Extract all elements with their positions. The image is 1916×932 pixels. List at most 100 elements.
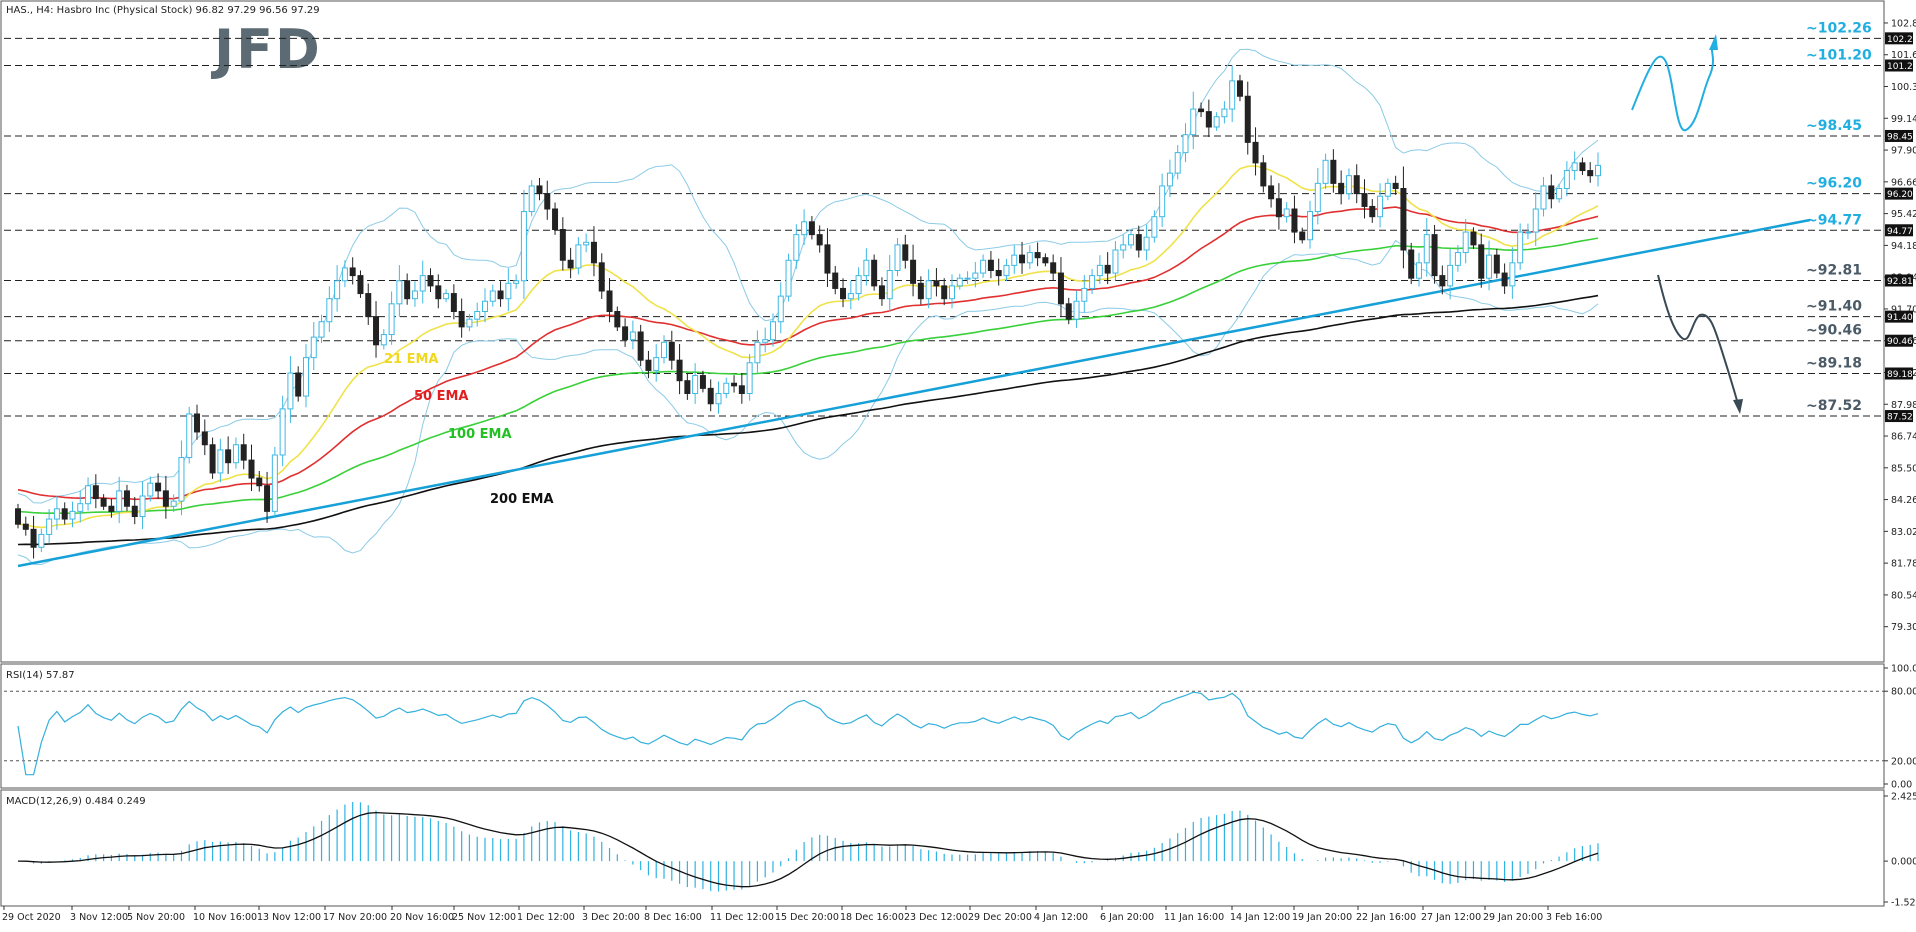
candle-body	[793, 234, 800, 261]
candle-body	[1431, 234, 1438, 277]
candle-body	[933, 280, 940, 287]
candle-body	[1338, 182, 1345, 195]
time-tick-label: 5 Nov 20:00	[127, 912, 185, 923]
candle-body	[1556, 188, 1563, 200]
candle-body	[1345, 175, 1352, 195]
candle-body	[808, 221, 815, 236]
candle-body	[15, 508, 21, 525]
candle-body	[863, 259, 870, 277]
instrument-header: HAS., H4: Hasbro Inc (Physical Stock) 96…	[6, 5, 320, 16]
candle-body	[567, 259, 574, 269]
candle-body	[1026, 252, 1033, 264]
candle-body	[1260, 162, 1267, 187]
candle-body	[404, 280, 411, 300]
candle-body	[1120, 244, 1127, 251]
level-price-tag	[1885, 274, 1913, 287]
candle-body	[1579, 162, 1586, 172]
candle-body	[1501, 272, 1508, 287]
candle-body	[1587, 170, 1594, 177]
macd-tick-label: 2.425	[1891, 792, 1916, 803]
candle-body	[310, 336, 317, 359]
level-price-tag	[1885, 129, 1913, 142]
candle-body	[186, 413, 193, 459]
candle-body	[925, 280, 932, 300]
candle-body	[380, 334, 387, 346]
ema21-line	[17, 165, 1599, 529]
level-price-tag	[1885, 410, 1913, 423]
time-tick-label: 11 Jan 16:00	[1164, 912, 1224, 923]
candle-body	[1143, 236, 1150, 251]
price-tick-label: 86.74	[1891, 432, 1916, 443]
candle-body	[1073, 300, 1080, 320]
candle-body	[264, 485, 271, 512]
price-tick-label: 101.62	[1891, 50, 1916, 61]
candle-body	[1198, 108, 1205, 113]
candle-body	[1050, 262, 1057, 274]
candle-body	[69, 510, 76, 520]
price-tick-label: 83.02	[1891, 527, 1916, 538]
macd-title: MACD(12,26,9) 0.484 0.249	[6, 796, 146, 807]
candle-body	[1548, 185, 1555, 200]
candle-body	[1003, 264, 1010, 277]
candle-body	[1408, 249, 1415, 279]
candle-body	[1470, 231, 1477, 246]
candle-body	[513, 280, 520, 284]
candle-body	[769, 321, 776, 341]
time-tick-label: 29 Oct 2020	[2, 912, 61, 923]
candle-body	[1182, 134, 1189, 154]
candle-body	[1057, 272, 1064, 305]
candle-body	[419, 275, 426, 292]
candle-body	[590, 241, 597, 264]
candle-body	[668, 341, 675, 361]
bearish-arrowhead	[1733, 399, 1743, 414]
candle-body	[217, 449, 224, 474]
candle-body	[941, 285, 948, 300]
price-tick-label: 85.50	[1891, 463, 1916, 474]
level-label: ~90.46	[1806, 323, 1862, 339]
candle-body	[995, 270, 1002, 277]
level-price-tag-text: 94.77	[1887, 227, 1913, 237]
level-price-tag-text: 89.18	[1887, 370, 1913, 380]
time-tick-label: 29 Jan 20:00	[1483, 912, 1543, 923]
rsi-title: RSI(14) 57.87	[6, 670, 75, 681]
candle-body	[388, 303, 395, 336]
bearish-scenario-path	[1657, 274, 1743, 414]
candle-body	[1229, 80, 1236, 110]
level-price-tag-text: 96.20	[1887, 190, 1913, 200]
time-tick-label: 13 Nov 12:00	[257, 912, 321, 923]
candle-body	[1509, 262, 1516, 287]
candle-body	[1486, 254, 1493, 279]
candle-body	[1423, 234, 1430, 264]
time-tick-label: 3 Nov 12:00	[70, 912, 128, 923]
level-label: ~89.18	[1806, 356, 1862, 372]
bullish-path	[1631, 47, 1715, 132]
level-price-tag-text: 90.46	[1887, 337, 1913, 347]
rsi-pane-frame	[0, 663, 1885, 789]
level-label: ~94.77	[1806, 212, 1862, 228]
candle-body	[365, 293, 372, 318]
candle-body	[435, 285, 442, 300]
level-price-tag-text: 101.20	[1887, 62, 1916, 72]
candle-body	[1571, 162, 1578, 172]
candle-body	[318, 321, 325, 338]
candle-body	[248, 459, 255, 479]
time-tick-label: 3 Feb 16:00	[1546, 912, 1602, 923]
rsi-pane: 100.00 80.00 20.00 0.00	[4, 664, 1916, 791]
time-tick-label: 11 Dec 12:00	[710, 912, 774, 923]
candle-body	[598, 262, 605, 292]
price-tick-label: 99.14	[1891, 114, 1916, 125]
bullish-arrowhead	[1709, 34, 1718, 50]
candle-body	[326, 298, 333, 323]
candle-body	[53, 508, 60, 520]
time-tick-label: 14 Jan 12:00	[1230, 912, 1290, 923]
candle-body	[341, 267, 348, 282]
candle-body	[886, 270, 893, 300]
candle-body	[917, 282, 924, 300]
candle-body	[731, 382, 738, 387]
candle-body	[373, 316, 380, 346]
level-price-tag	[1885, 334, 1913, 347]
ema100-label: 100 EMA	[448, 427, 512, 442]
time-tick-label: 19 Jan 20:00	[1292, 912, 1352, 923]
